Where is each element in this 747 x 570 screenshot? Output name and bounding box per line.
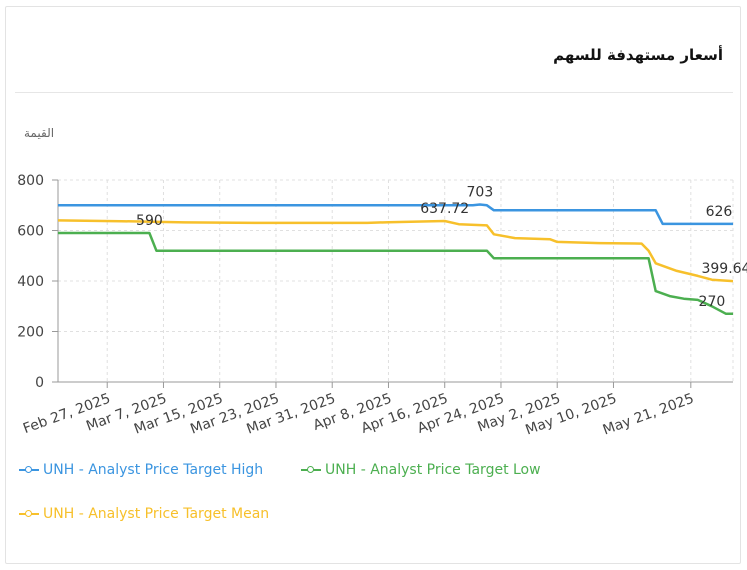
y-tick-label: 600 <box>17 224 44 240</box>
y-tick-label: 400 <box>17 274 44 290</box>
title-divider <box>15 92 733 93</box>
data-label: 637.72 <box>420 201 469 217</box>
chart-title: أسعار مستهدفة للسهم <box>553 46 723 64</box>
data-label: 626 <box>706 204 733 220</box>
legend-marker-icon <box>300 465 322 475</box>
legend-label: UNH - Analyst Price Target High <box>43 462 264 478</box>
legend-marker-icon <box>18 509 40 519</box>
legend-item[interactable]: UNH - Analyst Price Target Low <box>300 462 541 478</box>
series-line-2 <box>57 219 734 283</box>
y-tick-label: 800 <box>17 173 44 189</box>
data-label: 590 <box>136 213 163 229</box>
chart-card <box>5 6 741 564</box>
y-axis-label: القيمة <box>24 126 54 140</box>
data-label: 399.64 <box>701 261 747 277</box>
legend-marker-icon <box>18 465 40 475</box>
legend-label: UNH - Analyst Price Target Low <box>325 462 541 478</box>
series-line-0 <box>58 203 733 226</box>
legend-label: UNH - Analyst Price Target Mean <box>43 506 270 522</box>
legend-item[interactable]: UNH - Analyst Price Target High <box>18 462 263 478</box>
series-lines <box>57 203 734 316</box>
y-tick-label: 0 <box>35 375 44 391</box>
data-label: 270 <box>699 294 726 310</box>
legend-item[interactable]: UNH - Analyst Price Target Mean <box>18 506 269 522</box>
data-label: 703 <box>467 184 494 200</box>
y-tick-label: 200 <box>17 325 44 341</box>
grid-lines <box>58 179 734 382</box>
series-line-1 <box>58 231 733 316</box>
data-labels: 703 626 590 270 637.72 399.64 <box>136 184 747 309</box>
